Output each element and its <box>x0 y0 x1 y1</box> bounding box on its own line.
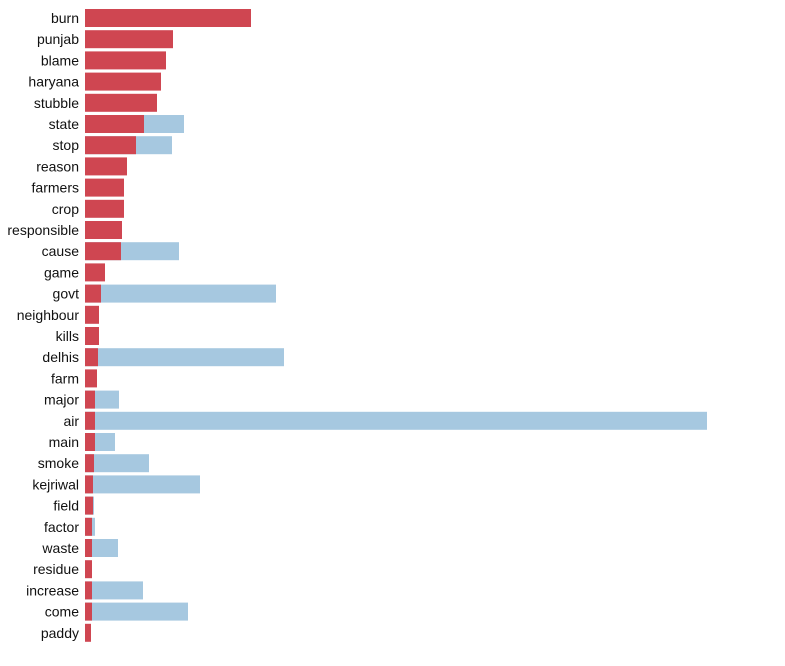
category-label-major: major <box>44 392 79 408</box>
category-label-govt: govt <box>53 286 80 302</box>
bar-foreground-factor <box>85 517 92 536</box>
foreground-series-bars <box>85 9 251 642</box>
category-label-farmers: farmers <box>32 180 79 196</box>
bar-background-come <box>85 602 188 621</box>
category-label-neighbour: neighbour <box>17 307 80 323</box>
bar-foreground-crop <box>85 199 124 218</box>
bar-foreground-farm <box>85 369 97 388</box>
category-label-waste: waste <box>41 540 79 556</box>
bar-foreground-waste <box>85 539 92 557</box>
category-label-burn: burn <box>51 10 79 26</box>
bar-foreground-farmers <box>85 178 124 197</box>
category-label-residue: residue <box>33 561 79 577</box>
bar-foreground-govt <box>85 284 101 303</box>
bar-foreground-kejriwal <box>85 475 93 494</box>
bar-background-kejriwal <box>85 475 200 494</box>
category-label-blame: blame <box>41 52 79 68</box>
category-label-farm: farm <box>51 370 79 386</box>
category-label-kills: kills <box>56 328 79 344</box>
bar-foreground-main <box>85 433 95 451</box>
bar-foreground-major <box>85 390 95 409</box>
category-label-kejriwal: kejriwal <box>32 476 79 492</box>
bar-foreground-come <box>85 602 92 621</box>
bar-foreground-field <box>85 496 93 515</box>
bar-foreground-state <box>85 115 144 133</box>
bar-background-waste <box>85 539 118 557</box>
bar-foreground-delhis <box>85 348 98 367</box>
category-label-punjab: punjab <box>37 31 79 47</box>
category-label-come: come <box>45 604 79 620</box>
category-label-stubble: stubble <box>34 95 79 111</box>
bar-foreground-paddy <box>85 623 91 642</box>
background-series-bars <box>85 115 707 621</box>
category-labels: burn punjab blame haryana stubble state stop re… <box>7 10 79 641</box>
category-label-reason: reason <box>36 158 79 174</box>
category-label-haryana: haryana <box>28 74 79 90</box>
category-label-game: game <box>44 264 79 280</box>
category-label-responsible: responsible <box>7 222 79 238</box>
bar-background-govt <box>85 284 276 303</box>
bar-foreground-stop <box>85 136 136 155</box>
category-label-state: state <box>49 116 80 132</box>
category-label-delhis: delhis <box>42 349 79 365</box>
bar-background-increase <box>85 581 143 600</box>
bar-background-smoke <box>85 454 149 473</box>
bar-foreground-blame <box>85 51 166 70</box>
category-label-increase: increase <box>26 582 79 598</box>
bar-background-air <box>85 411 707 430</box>
category-label-stop: stop <box>53 137 80 153</box>
bar-foreground-haryana <box>85 72 161 91</box>
bar-foreground-responsible <box>85 221 122 239</box>
bar-foreground-increase <box>85 581 92 600</box>
bar-foreground-kills <box>85 327 99 345</box>
bar-foreground-reason <box>85 157 127 176</box>
bar-foreground-neighbour <box>85 305 99 324</box>
category-label-field: field <box>53 498 79 514</box>
bar-foreground-game <box>85 263 105 282</box>
category-label-crop: crop <box>52 201 79 217</box>
bar-foreground-residue <box>85 560 92 579</box>
bar-foreground-smoke <box>85 454 94 473</box>
category-label-air: air <box>63 413 79 429</box>
category-label-paddy: paddy <box>41 625 79 641</box>
category-label-smoke: smoke <box>38 455 79 471</box>
category-label-cause: cause <box>42 243 80 259</box>
bar-foreground-burn <box>85 9 251 27</box>
category-label-main: main <box>49 434 79 450</box>
bar-foreground-punjab <box>85 30 173 49</box>
bar-background-delhis <box>85 348 284 367</box>
bar-foreground-cause <box>85 242 121 261</box>
bar-foreground-stubble <box>85 93 157 112</box>
category-label-factor: factor <box>44 519 79 535</box>
bar-foreground-air <box>85 411 95 430</box>
